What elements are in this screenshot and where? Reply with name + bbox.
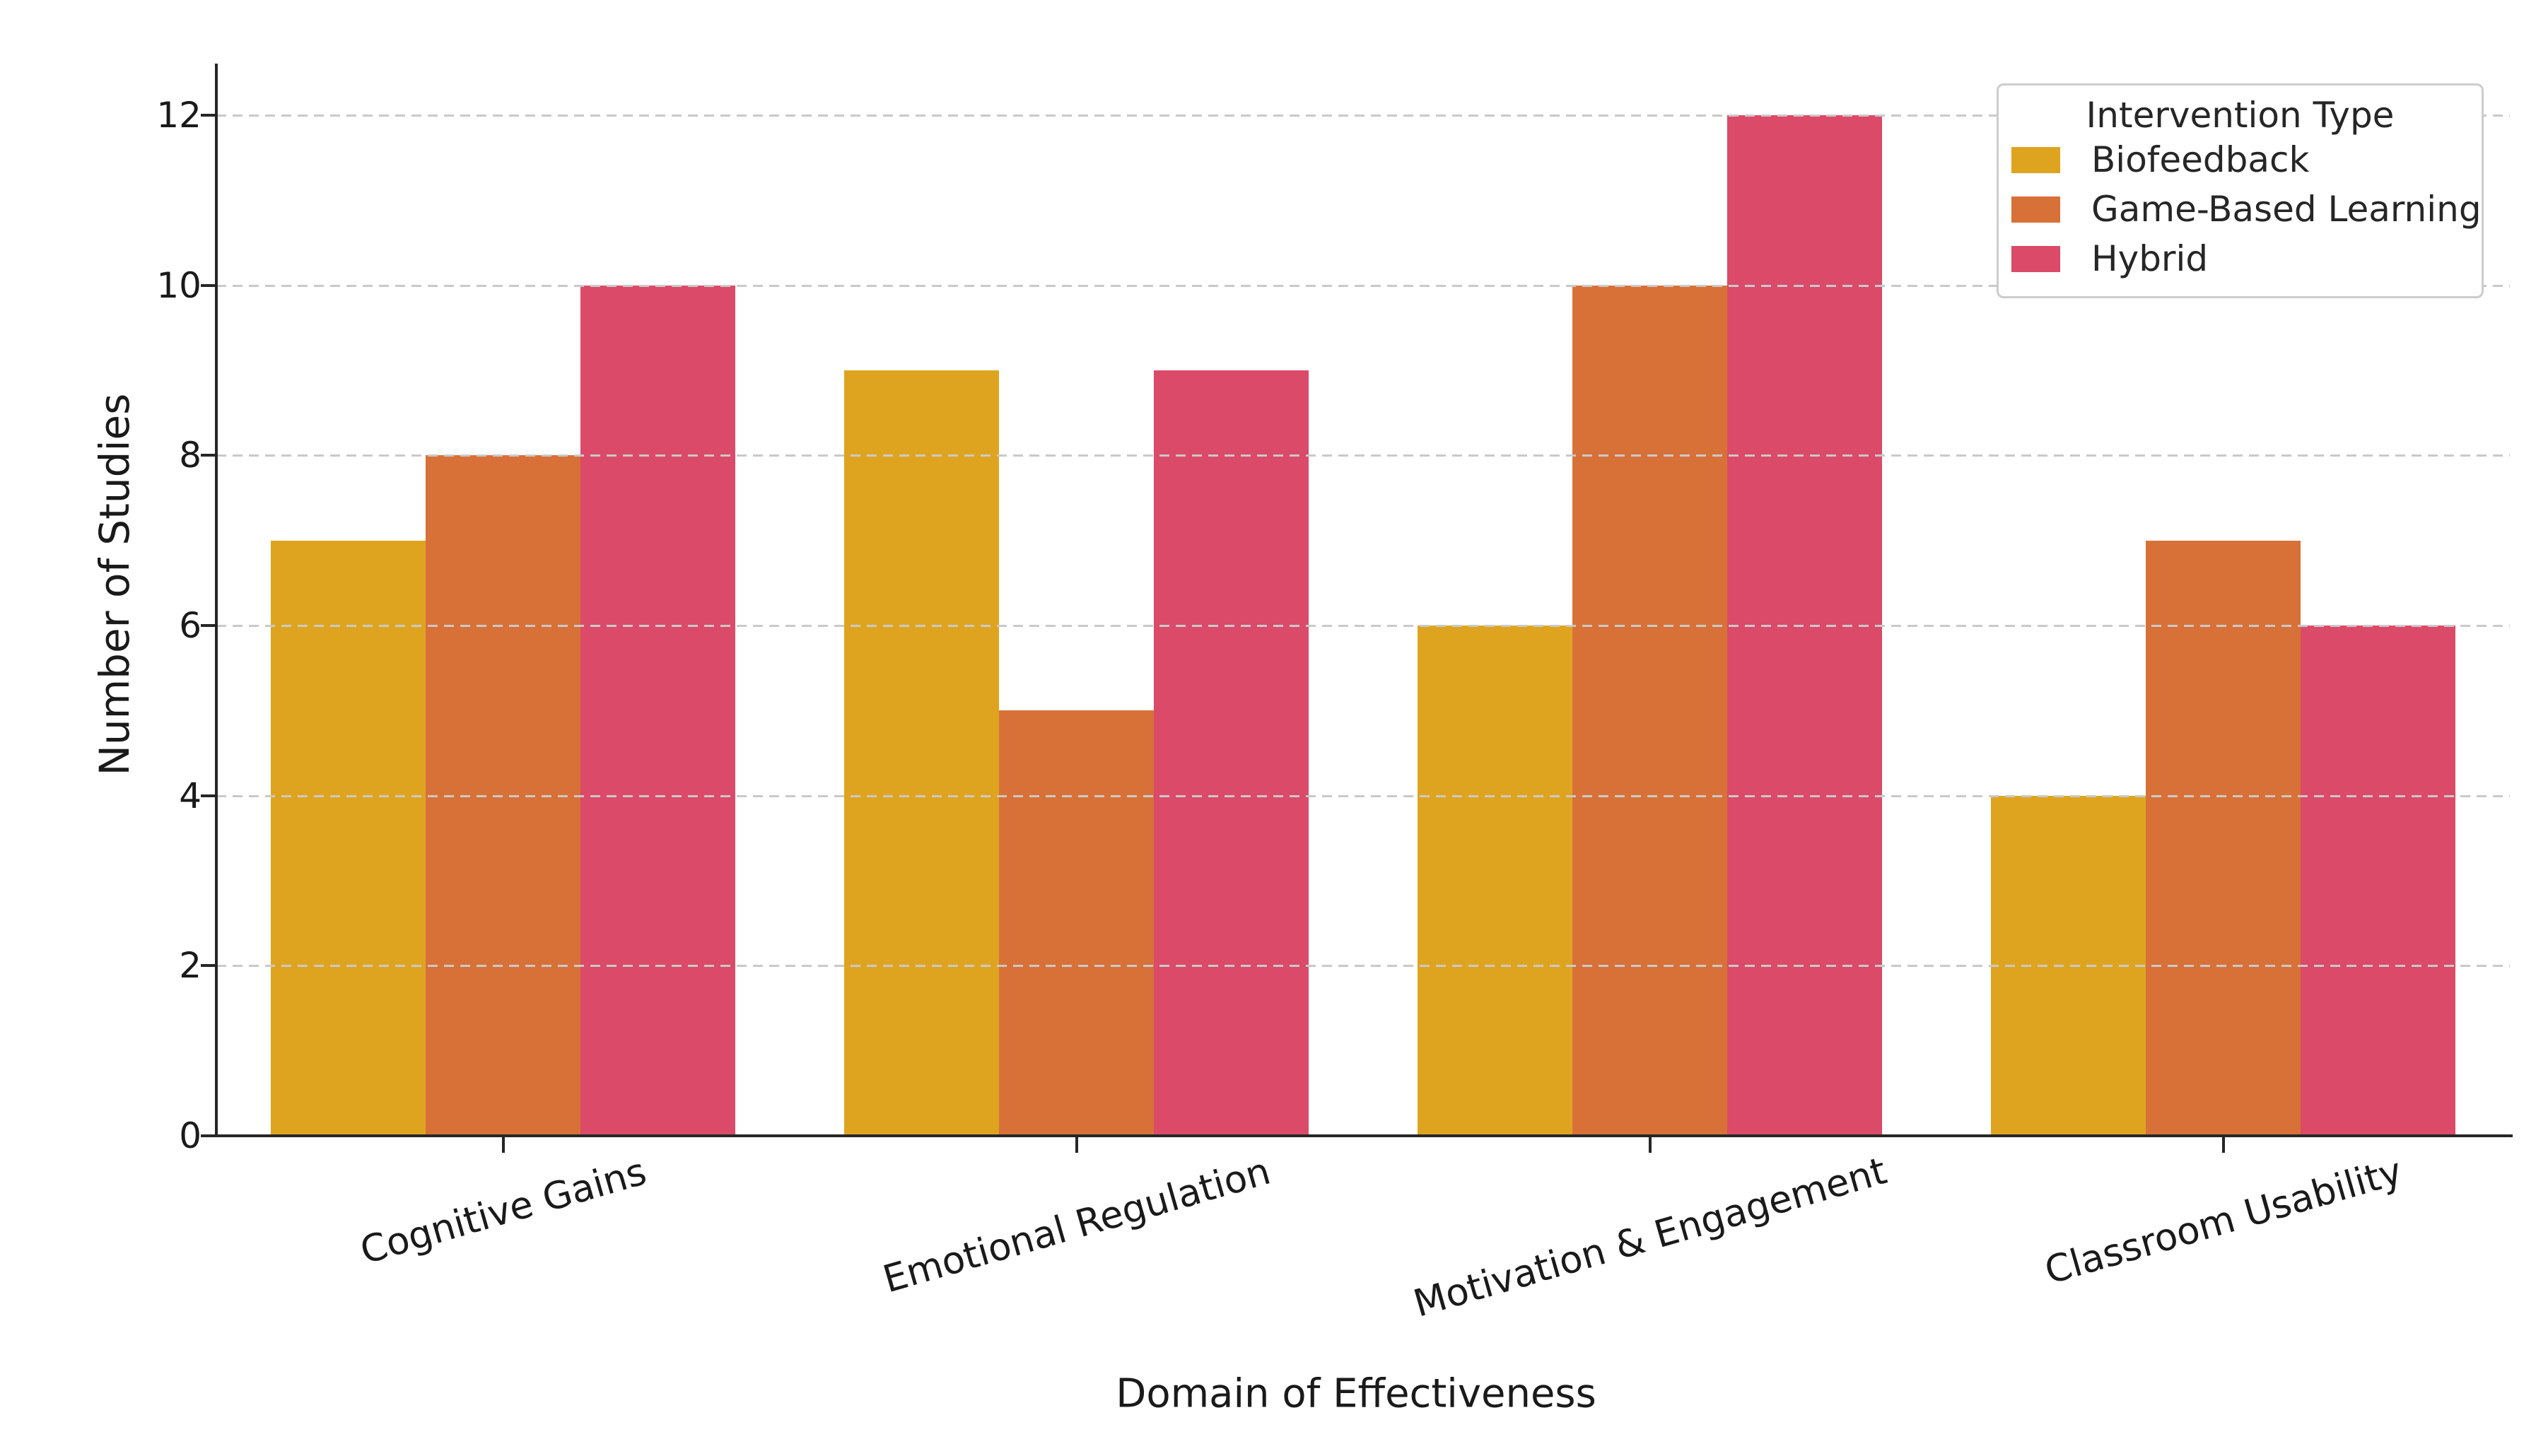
- legend-item-biofeedback: Biofeedback: [1999, 135, 2482, 184]
- legend-title: Intervention Type: [2086, 95, 2395, 136]
- y-tick-label-10: 10: [156, 265, 201, 306]
- y-tick-label-4: 4: [179, 775, 201, 816]
- y-tick-mark: [201, 624, 216, 627]
- x-tick-mark: [2222, 1137, 2225, 1153]
- gridline-y-10: [216, 285, 2510, 287]
- legend-label-biofeedback: Biofeedback: [2091, 139, 2310, 180]
- bar-hybrid-classroom-usability: [2301, 626, 2455, 1136]
- bar-hybrid-cognitive-gains: [580, 286, 735, 1136]
- y-tick-label-12: 12: [156, 95, 201, 136]
- y-tick-mark: [201, 284, 216, 287]
- legend-swatch-biofeedback: [2011, 146, 2060, 173]
- bar-game-based-learning-emotional-regulation: [999, 710, 1154, 1136]
- bar-game-based-learning-classroom-usability: [2146, 541, 2301, 1136]
- x-tick-label-classroom-usability: Classroom Usability: [2040, 1149, 2407, 1293]
- x-axis-spine: [215, 1134, 2513, 1137]
- gridline-y-2: [216, 965, 2510, 967]
- bar-game-based-learning-motivation-engagement: [1572, 286, 1727, 1136]
- x-tick-mark: [1075, 1137, 1078, 1153]
- y-tick-mark: [201, 114, 216, 117]
- bar-hybrid-emotional-regulation: [1154, 370, 1309, 1136]
- x-tick-mark: [1649, 1137, 1652, 1153]
- y-tick-mark: [201, 964, 216, 967]
- gridline-y-12: [216, 115, 2510, 117]
- y-tick-label-2: 2: [179, 945, 201, 986]
- legend-swatch-game-based-learning: [2011, 196, 2060, 223]
- y-tick-label-8: 8: [179, 435, 201, 476]
- legend-rows: Biofeedback Game-Based Learning Hybrid: [1999, 135, 2482, 283]
- legend-swatch-hybrid: [2011, 245, 2060, 272]
- x-tick-label-motivation-engagement: Motivation & Engagement: [1408, 1149, 1892, 1326]
- x-tick-label-cognitive-gains: Cognitive Gains: [356, 1150, 651, 1273]
- y-tick-mark: [201, 794, 216, 797]
- y-tick-mark: [201, 1134, 216, 1137]
- gridline-y-4: [216, 795, 2510, 797]
- legend-label-game-based-learning: Game-Based Learning: [2091, 189, 2482, 230]
- bar-biofeedback-motivation-engagement: [1418, 626, 1572, 1136]
- x-tick-label-emotional-regulation: Emotional Regulation: [878, 1149, 1275, 1302]
- x-tick-mark: [502, 1137, 505, 1153]
- y-tick-mark: [201, 454, 216, 457]
- legend-item-hybrid: Hybrid: [1999, 234, 2482, 283]
- gridline-y-8: [216, 454, 2510, 457]
- y-tick-label-0: 0: [179, 1115, 201, 1156]
- bar-biofeedback-cognitive-gains: [271, 541, 426, 1136]
- y-axis-label: Number of Studies: [90, 393, 139, 776]
- legend: Intervention Type Biofeedback Game-Based …: [1997, 83, 2484, 298]
- x-axis-label: Domain of Effectiveness: [1116, 1370, 1596, 1417]
- gridline-y-6: [216, 625, 2510, 627]
- y-axis-spine: [215, 64, 218, 1137]
- legend-item-game-based-learning: Game-Based Learning: [1999, 184, 2482, 234]
- bar-biofeedback-emotional-regulation: [844, 370, 999, 1136]
- legend-label-hybrid: Hybrid: [2091, 238, 2209, 279]
- y-tick-label-6: 6: [179, 605, 201, 646]
